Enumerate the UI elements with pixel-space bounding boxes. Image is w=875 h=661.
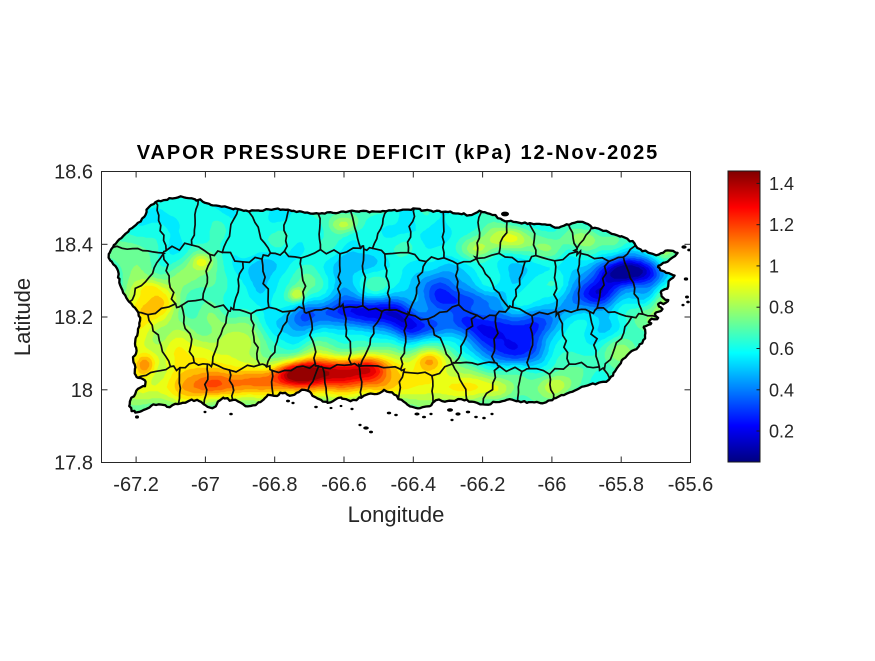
svg-text:-65.8: -65.8 — [598, 474, 644, 496]
svg-text:-66.4: -66.4 — [391, 474, 437, 496]
svg-text:18: 18 — [71, 380, 93, 402]
svg-text:-66: -66 — [537, 474, 566, 496]
svg-text:1: 1 — [769, 256, 779, 276]
svg-text:0.8: 0.8 — [769, 298, 794, 318]
svg-text:VAPOR PRESSURE DEFICIT (kPa) 1: VAPOR PRESSURE DEFICIT (kPa) 12-Nov-2025 — [137, 142, 659, 164]
svg-text:-66.8: -66.8 — [252, 474, 298, 496]
svg-text:0.4: 0.4 — [769, 380, 794, 400]
svg-text:-67: -67 — [191, 474, 220, 496]
svg-text:-65.6: -65.6 — [668, 474, 714, 496]
svg-text:1.2: 1.2 — [769, 215, 794, 235]
svg-text:18.2: 18.2 — [54, 307, 93, 329]
svg-text:18.4: 18.4 — [54, 234, 93, 256]
svg-text:-67.2: -67.2 — [113, 474, 159, 496]
svg-text:1.4: 1.4 — [769, 174, 794, 194]
svg-text:Latitude: Latitude — [10, 278, 35, 356]
svg-text:18.6: 18.6 — [54, 162, 93, 184]
svg-text:Longitude: Longitude — [348, 502, 445, 527]
svg-text:-66.6: -66.6 — [321, 474, 367, 496]
svg-text:0.6: 0.6 — [769, 339, 794, 359]
svg-text:17.8: 17.8 — [54, 453, 93, 475]
svg-text:-66.2: -66.2 — [460, 474, 506, 496]
svg-text:0.2: 0.2 — [769, 422, 794, 442]
